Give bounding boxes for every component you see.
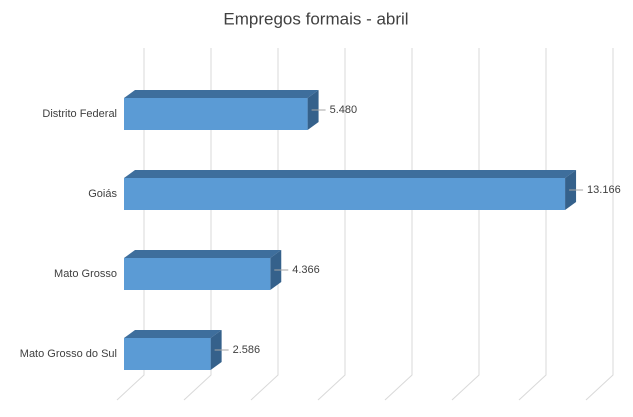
category-label: Goiás	[88, 188, 117, 200]
grid-line	[585, 48, 614, 401]
grid-line	[317, 48, 346, 401]
grid-line	[518, 48, 547, 401]
data-label: 2.586	[233, 344, 261, 356]
bar	[124, 338, 211, 370]
data-label: 13.166	[587, 184, 621, 196]
grid-line	[384, 48, 413, 401]
chart-title: Empregos formais - abril	[223, 9, 408, 28]
data-label: 4.366	[292, 264, 320, 276]
data-label: 5.480	[330, 104, 358, 116]
grid-line	[116, 48, 145, 401]
bar-top	[124, 250, 282, 258]
bar	[124, 98, 308, 130]
category-label: Mato Grosso do Sul	[20, 348, 117, 360]
bar-top	[124, 90, 319, 98]
category-label: Mato Grosso	[54, 268, 117, 280]
bar-top	[124, 330, 222, 338]
category-label: Distrito Federal	[42, 108, 117, 120]
bar	[124, 178, 566, 210]
grid-line	[183, 48, 212, 401]
grid-line	[451, 48, 480, 401]
grid-line	[250, 48, 279, 401]
bar-top	[124, 170, 577, 178]
bar	[124, 258, 271, 290]
